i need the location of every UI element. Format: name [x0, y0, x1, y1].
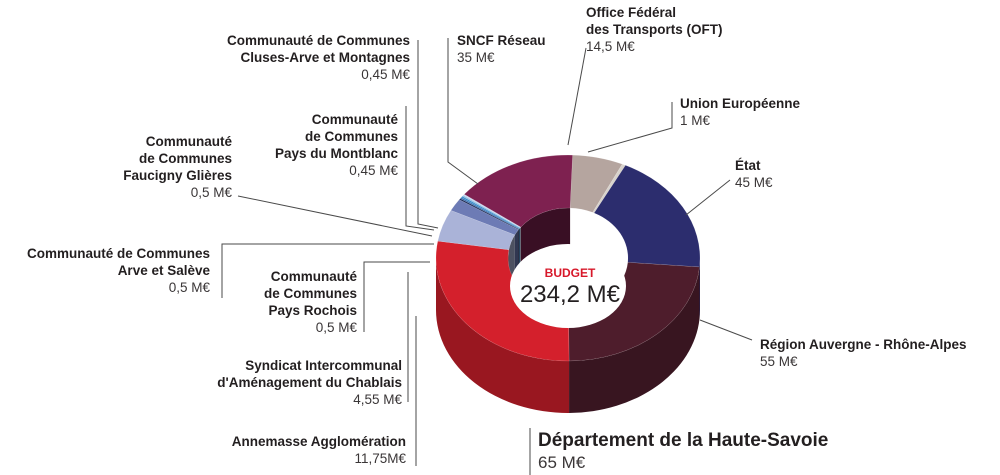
center-label: BUDGET 234,2 M€: [520, 266, 621, 308]
slice-name-2-line-0: État: [735, 158, 761, 173]
slice-label-8: Communauté de Communes Arve et Salève 0,5 …: [27, 246, 211, 295]
slice-label-3: Région Auvergne - Rhône-Alpes 55 M€: [760, 337, 967, 369]
slice-label-7: Communauté de Communes Pays Rochois 0,5 M€: [264, 269, 358, 335]
leader-line-3: [699, 319, 753, 341]
donut-slices: [435, 154, 701, 413]
leader-line-8: [221, 243, 434, 298]
slice-label-2: État 45 M€: [735, 158, 773, 190]
slice-name-9-line-1: de Communes: [139, 151, 232, 166]
slice-name-1-line-0: Union Européenne: [680, 96, 800, 111]
center-value: 234,2 M€: [520, 281, 621, 308]
leader-line-11: [417, 40, 439, 229]
slice-name-7-line-1: de Communes: [264, 286, 357, 301]
slice-name-7-line-0: Communauté: [271, 269, 358, 284]
slice-8: [459, 197, 520, 230]
slice-value-8: 0,5 M€: [169, 280, 211, 295]
slice-5: [437, 210, 516, 251]
slice-name-11-line-1: Cluses-Arve et Montagnes: [240, 50, 410, 65]
slice-side-3: [569, 266, 700, 413]
slice-7: [458, 198, 520, 230]
slice-name-0-line-1: des Transports (OFT): [586, 22, 723, 37]
slice-name-7-line-2: Pays Rochois: [268, 303, 357, 318]
slice-name-3-line-0: Région Auvergne - Rhône-Alpes: [760, 337, 967, 352]
slice-value-2: 45 M€: [735, 175, 773, 190]
slice-value-6: 4,55 M€: [353, 392, 402, 407]
slice-side-2: [699, 258, 700, 319]
slice-name-4-line-0: Département de la Haute-Savoie: [538, 430, 828, 451]
slice-label-11: Communauté de Communes Cluses-Arve et Mon…: [227, 33, 411, 82]
slice-label-1: Union Européenne 1 M€: [680, 96, 800, 128]
slice-12: [463, 154, 573, 228]
slice-value-3: 55 M€: [760, 354, 798, 369]
slice-label-10: Communauté de Communes Pays du Montblanc 0,…: [275, 112, 399, 178]
slice-name-0-line-0: Office Fédéral: [586, 5, 676, 20]
slice-value-12: 35 M€: [457, 50, 495, 65]
slice-name-6-line-0: Syndicat Intercommunal: [245, 358, 402, 373]
leader-lines: [221, 38, 753, 475]
slice-label-12: SNCF Réseau 35 M€: [457, 33, 546, 65]
slice-name-11-line-0: Communauté de Communes: [227, 33, 410, 48]
slice-11: [462, 193, 522, 228]
slice-value-0: 14,5 M€: [586, 39, 635, 54]
slice-value-10: 0,45 M€: [349, 163, 398, 178]
slice-value-1: 1 M€: [680, 113, 711, 128]
leader-line-9: [237, 195, 433, 237]
slice-label-6: Syndicat Intercommunal d'Aménagement du C…: [217, 358, 402, 407]
slice-name-10-line-1: de Communes: [305, 129, 398, 144]
slice-name-9-line-0: Communauté: [146, 134, 233, 149]
leader-line-1: [587, 102, 673, 153]
slice-name-12-line-0: SNCF Réseau: [457, 33, 546, 48]
slice-label-4: Département de la Haute-Savoie 65 M€: [538, 430, 828, 472]
slice-name-9-line-2: Faucigny Glières: [123, 168, 232, 183]
slice-labels: Office Fédéral des Transports (OFT) 14,5 M…: [27, 5, 967, 472]
donut-hole: [510, 244, 626, 328]
slice-0: [569, 154, 623, 213]
slice-name-5-line-0: Annemasse Agglomération: [232, 434, 406, 449]
slice-name-10-line-0: Communauté: [312, 112, 399, 127]
leader-line-2: [685, 179, 731, 216]
leader-line-0: [567, 47, 587, 146]
center-title: BUDGET: [545, 266, 596, 280]
slice-2: [593, 164, 701, 268]
slice-value-7: 0,5 M€: [316, 320, 358, 335]
slice-value-11: 0,45 M€: [361, 67, 410, 82]
leader-line-12: [447, 38, 479, 185]
slice-value-9: 0,5 M€: [191, 185, 233, 200]
slice-label-5: Annemasse Agglomération 11,75M€: [232, 434, 407, 466]
leader-line-7: [363, 261, 430, 332]
slice-value-5: 11,75M€: [354, 451, 406, 466]
slice-name-8-line-0: Communauté de Communes: [27, 246, 210, 261]
slice-name-8-line-1: Arve et Salève: [118, 263, 211, 278]
slice-label-0: Office Fédéral des Transports (OFT) 14,5 M…: [586, 5, 723, 54]
leader-line-10: [405, 106, 435, 231]
slice-name-6-line-1: d'Aménagement du Chablais: [217, 375, 402, 390]
slice-value-4: 65 M€: [538, 453, 586, 472]
slice-name-10-line-2: Pays du Montblanc: [275, 146, 399, 161]
slice-1: [592, 163, 626, 214]
slice-side-4: [436, 258, 570, 413]
slice-label-9: Communauté de Communes Faucigny Glières 0,5…: [123, 134, 232, 200]
